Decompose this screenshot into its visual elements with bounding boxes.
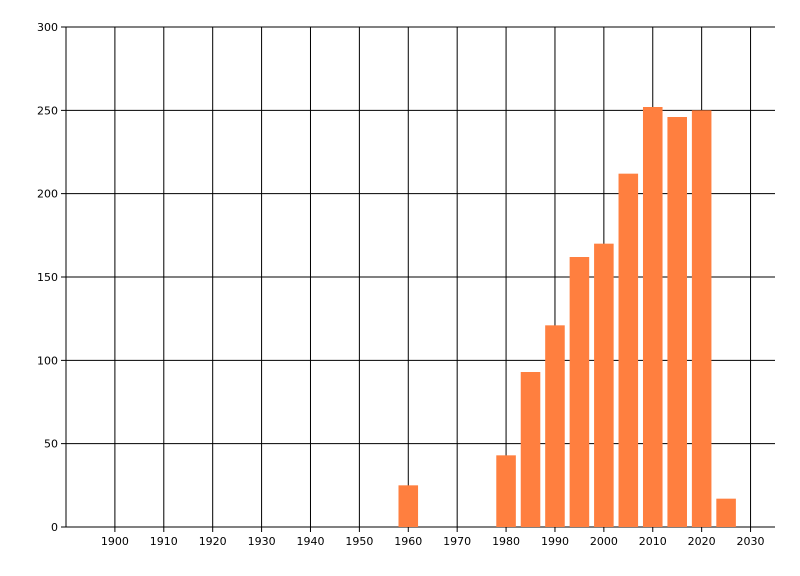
- bar: [520, 372, 541, 527]
- y-tick-label: 50: [44, 438, 58, 451]
- x-tick-label: 1970: [443, 535, 471, 548]
- bar: [667, 117, 687, 527]
- y-tick-label: 150: [37, 271, 58, 284]
- x-tick-label: 1900: [101, 535, 129, 548]
- bar: [716, 498, 736, 527]
- bar: [569, 257, 590, 527]
- y-tick-label: 200: [37, 188, 58, 201]
- bar: [398, 485, 419, 527]
- bar: [642, 107, 663, 527]
- x-tick-label: 2010: [639, 535, 667, 548]
- x-tick-label: 1950: [345, 535, 373, 548]
- bar: [618, 173, 639, 527]
- x-tick-label: 1980: [492, 535, 520, 548]
- x-tick-label: 2020: [688, 535, 716, 548]
- x-tick-label: 1910: [150, 535, 178, 548]
- x-tick-label: 1940: [296, 535, 324, 548]
- x-tick-label: 1920: [199, 535, 227, 548]
- x-tick-label: 2000: [590, 535, 618, 548]
- x-tick-label: 1930: [248, 535, 276, 548]
- bar: [496, 455, 516, 527]
- y-tick-label: 100: [37, 354, 58, 367]
- bar: [691, 110, 712, 527]
- bar: [594, 243, 614, 527]
- bar: [545, 325, 565, 527]
- x-tick-label: 2030: [737, 535, 765, 548]
- x-tick-label: 1960: [394, 535, 422, 548]
- y-tick-label: 250: [37, 104, 58, 117]
- x-tick-label: 1990: [541, 535, 569, 548]
- y-tick-label: 300: [37, 21, 58, 34]
- y-tick-label: 0: [51, 521, 58, 534]
